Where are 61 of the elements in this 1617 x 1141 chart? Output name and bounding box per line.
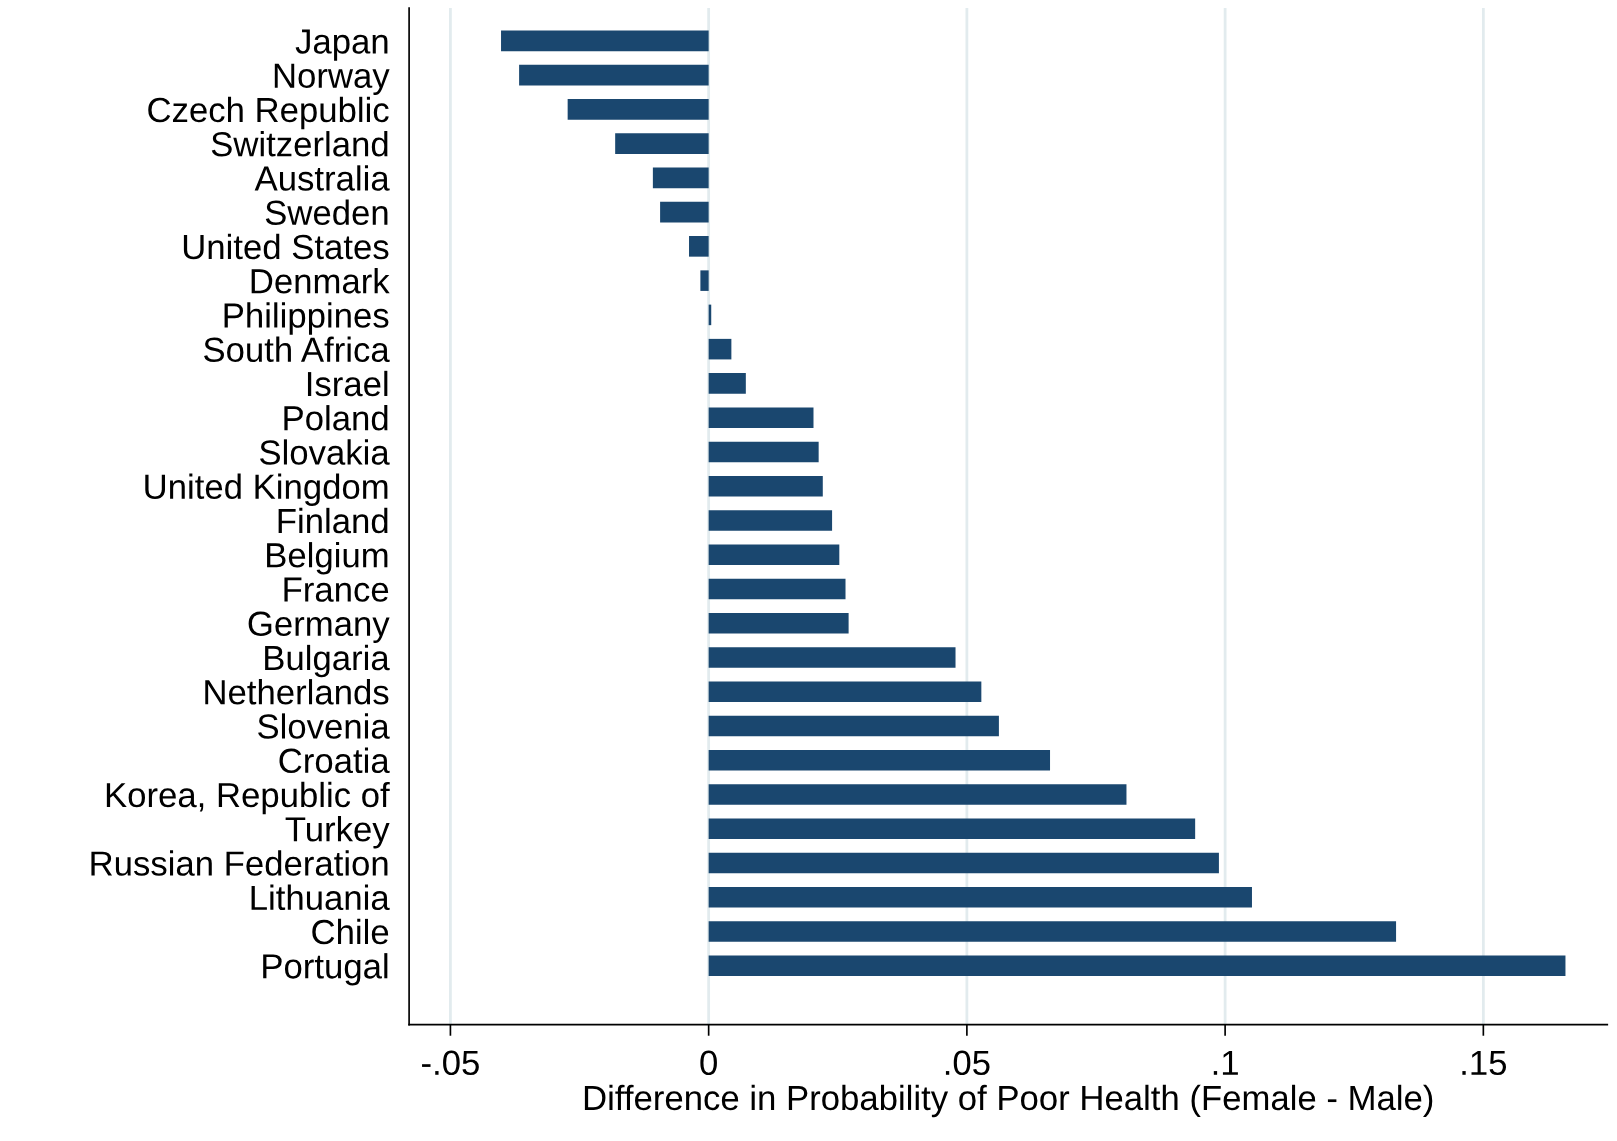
y-tick-label: Croatia (279, 747, 390, 774)
bar (708, 955, 1566, 976)
y-tick-label: Israel (307, 370, 388, 397)
y-tick-label: Switzerland (211, 131, 388, 157)
bar (708, 578, 846, 600)
y-tick-label: Finland (278, 507, 388, 534)
bar (708, 715, 999, 737)
bar (615, 133, 709, 154)
bar (708, 475, 823, 497)
bar (700, 270, 709, 291)
bar (708, 921, 1397, 942)
bar (708, 441, 819, 463)
y-tick-label: United Kingdom (145, 473, 388, 506)
bar (689, 236, 709, 257)
y-tick-label: Portugal (263, 953, 388, 986)
bar (519, 64, 709, 86)
y-tick-label: France (284, 577, 389, 602)
bar (708, 373, 746, 394)
y-tick-label: United States (183, 233, 389, 260)
y-tick-label: Australia (254, 165, 390, 191)
y-tick-label: South Africa (204, 336, 390, 363)
x-tick-label: 0 (700, 1050, 717, 1076)
bar (708, 886, 1252, 908)
y-tick-label: Slovenia (258, 713, 390, 739)
bar (708, 510, 833, 531)
y-tick-label: Chile (312, 918, 389, 945)
y-tick-label: Netherlands (205, 679, 389, 705)
bar (708, 749, 1051, 771)
x-tick-label: .15 (1462, 1050, 1507, 1076)
y-tick-label: Belgium (267, 542, 388, 575)
y-tick-label: Japan (295, 29, 388, 61)
x-tick-label: .05 (945, 1050, 990, 1076)
y-tick-label: Czech Republic (148, 96, 389, 130)
y-tick-label: Sweden (265, 199, 388, 226)
bar (708, 784, 1127, 805)
bar (708, 612, 849, 634)
x-tick-label: .1 (1213, 1050, 1238, 1075)
bar (708, 818, 1196, 839)
y-tick-label: Denmark (251, 268, 390, 294)
y-tick-label: Lithuania (251, 884, 390, 911)
y-tick-label: Philippines (224, 302, 389, 335)
bar (501, 30, 709, 52)
y-tick-label: Poland (284, 405, 388, 431)
bar (652, 167, 709, 189)
bar (708, 852, 1219, 874)
bar (708, 338, 732, 360)
y-tick-label: Germany (248, 611, 390, 643)
bar (708, 681, 982, 702)
bar (660, 201, 709, 223)
bar (708, 544, 840, 565)
y-tick-label: Korea, Republic of (106, 781, 390, 815)
y-tick-label: Bulgaria (265, 644, 390, 678)
y-tick-label: Turkey (285, 816, 390, 849)
bar (708, 407, 814, 428)
x-tick-label: -.05 (422, 1050, 479, 1076)
bar (567, 99, 709, 120)
bar (708, 647, 956, 668)
y-tick-label: Russian Federation (91, 850, 388, 876)
y-tick-label: Norway (274, 63, 390, 95)
y-tick-label: Slovakia (260, 439, 390, 465)
x-axis-title: Difference in Probability of Poor Health (Female - Male) (584, 1084, 1433, 1118)
